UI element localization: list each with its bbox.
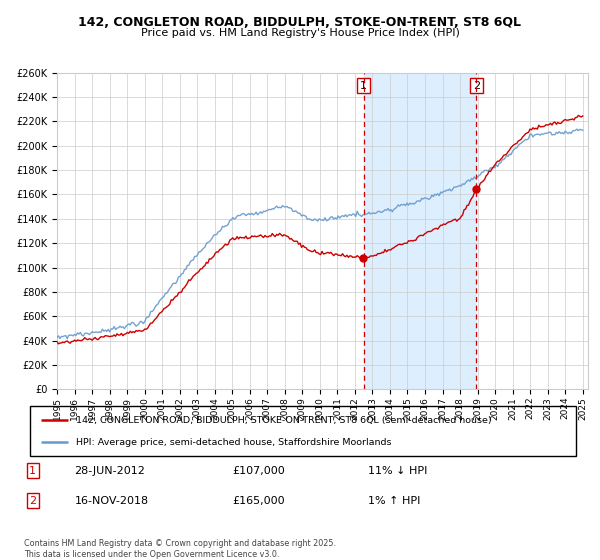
Text: Contains HM Land Registry data © Crown copyright and database right 2025.
This d: Contains HM Land Registry data © Crown c… — [24, 539, 336, 559]
Text: 1% ↑ HPI: 1% ↑ HPI — [368, 496, 420, 506]
Text: 142, CONGLETON ROAD, BIDDULPH, STOKE-ON-TRENT, ST8 6QL (semi-detached house): 142, CONGLETON ROAD, BIDDULPH, STOKE-ON-… — [76, 416, 492, 424]
Text: 28-JUN-2012: 28-JUN-2012 — [74, 466, 145, 476]
Text: 1: 1 — [29, 466, 36, 476]
Bar — [364, 73, 476, 389]
Text: 142, CONGLETON ROAD, BIDDULPH, STOKE-ON-TRENT, ST8 6QL: 142, CONGLETON ROAD, BIDDULPH, STOKE-ON-… — [79, 16, 521, 29]
Text: 16-NOV-2018: 16-NOV-2018 — [74, 496, 149, 506]
Text: 1: 1 — [360, 81, 367, 91]
Text: HPI: Average price, semi-detached house, Staffordshire Moorlands: HPI: Average price, semi-detached house,… — [76, 438, 392, 447]
Text: 2: 2 — [473, 81, 480, 91]
Text: 2: 2 — [29, 496, 37, 506]
Text: £165,000: £165,000 — [232, 496, 285, 506]
Text: Price paid vs. HM Land Registry's House Price Index (HPI): Price paid vs. HM Land Registry's House … — [140, 28, 460, 38]
Text: £107,000: £107,000 — [232, 466, 285, 476]
Text: 11% ↓ HPI: 11% ↓ HPI — [368, 466, 427, 476]
